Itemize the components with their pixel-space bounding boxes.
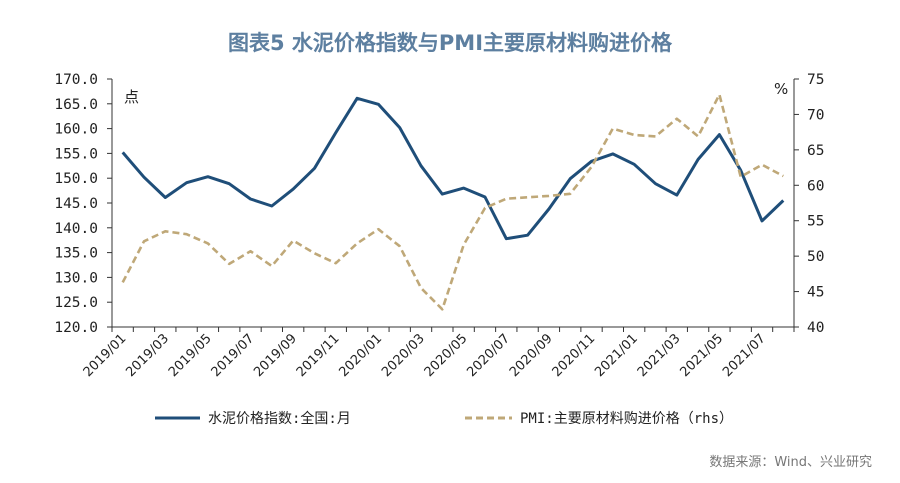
legend-label-1: PMI:主要原材料购进价格（rhs） (520, 411, 733, 427)
legend-label-0: 水泥价格指数:全国:月 (208, 410, 351, 427)
x-tick-label: 2019/11 (294, 331, 343, 380)
x-tick-label: 2020/09 (507, 331, 556, 380)
left-tick-label: 140.0 (54, 221, 98, 237)
left-tick-label: 165.0 (54, 97, 98, 113)
left-tick-label: 125.0 (54, 295, 98, 311)
x-tick-label: 2019/01 (81, 331, 130, 380)
series-line-1 (121, 93, 784, 311)
x-tick-label: 2021/05 (677, 331, 726, 380)
right-tick-label: 45 (807, 285, 824, 301)
x-tick-label: 2019/05 (166, 331, 215, 380)
right-tick-label: 70 (807, 107, 824, 123)
x-tick-label: 2021/03 (635, 331, 684, 380)
x-tick-label: 2021/01 (592, 331, 641, 380)
left-tick-label: 145.0 (54, 196, 98, 212)
chart-title: 图表5 水泥价格指数与PMI主要原材料购进价格 (228, 31, 673, 55)
left-tick-label: 160.0 (54, 122, 98, 138)
right-tick-label: 75 (807, 72, 824, 88)
right-tick-label: 50 (807, 249, 824, 265)
right-tick-label: 60 (807, 178, 824, 194)
x-tick-label: 2020/07 (464, 331, 513, 380)
x-tick-label: 2020/05 (422, 331, 471, 380)
right-axis-unit: % (774, 80, 788, 98)
left-axis-unit: 点 (124, 88, 139, 106)
left-tick-label: 130.0 (54, 270, 98, 286)
left-tick-label: 135.0 (54, 246, 98, 262)
legend: 水泥价格指数:全国:月 PMI:主要原材料购进价格（rhs） (155, 410, 733, 427)
x-tick-label: 2020/11 (550, 331, 599, 380)
right-tick-label: 40 (807, 320, 824, 336)
x-tick-label: 2021/07 (720, 331, 769, 380)
left-tick-label: 170.0 (54, 72, 98, 88)
source-note: 数据来源：Wind、兴业研究 (709, 455, 872, 470)
axes: 120.0 125.0 130.0 135.0 140.0 145.0 150.0 155.0… (54, 72, 824, 380)
x-tick-label: 2019/03 (123, 331, 172, 380)
series-lines (121, 93, 785, 311)
x-tick-label: 2019/09 (251, 331, 300, 380)
series-line-0 (121, 96, 785, 241)
x-tick-label: 2019/07 (209, 331, 258, 380)
right-tick-label: 55 (807, 214, 824, 230)
left-tick-label: 155.0 (54, 146, 98, 162)
left-tick-label: 120.0 (54, 320, 98, 336)
left-tick-label: 150.0 (54, 171, 98, 187)
x-tick-label: 2020/01 (336, 331, 385, 380)
x-tick-label: 2020/03 (379, 331, 428, 380)
right-tick-label: 65 (807, 143, 824, 159)
